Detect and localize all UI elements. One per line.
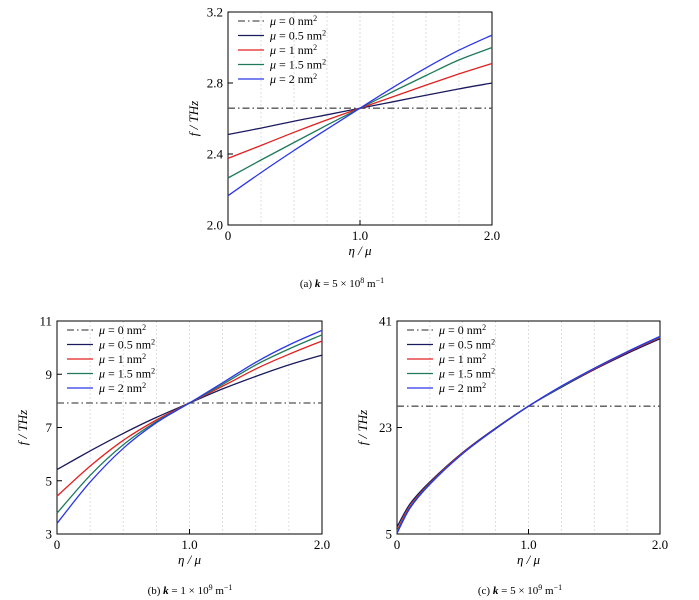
y-tick-label: 2.4 xyxy=(207,147,224,162)
x-axis-label: η / μ xyxy=(348,243,372,258)
series-line-4 xyxy=(396,335,661,534)
legend-entry: μ = 0 nm2 xyxy=(98,323,146,338)
panel-caption: (b) k = 1 × 109 m−1 xyxy=(148,583,233,598)
legend-entry: μ = 0.5 nm2 xyxy=(269,28,326,43)
legend-entry: μ = 1.5 nm2 xyxy=(98,366,155,381)
x-axis-label: η / μ xyxy=(517,552,541,567)
x-axis-label: η / μ xyxy=(178,552,202,567)
x-tick-label: 1.0 xyxy=(352,228,368,243)
series-line-4 xyxy=(227,34,493,197)
y-axis-label: f / THz xyxy=(186,101,201,136)
y-axis-label: f / THz xyxy=(355,410,370,445)
x-tick-label: 1.0 xyxy=(181,537,197,552)
x-tick-label: 0 xyxy=(225,228,232,243)
y-tick-label: 2.0 xyxy=(207,218,223,233)
legend-entry: μ = 1.5 nm2 xyxy=(269,57,326,72)
y-tick-label: 23 xyxy=(379,420,392,435)
legend-entry: μ = 1 nm2 xyxy=(98,352,146,367)
y-tick-label: 2.8 xyxy=(207,76,223,91)
chart-panel-a: 2.0 2.4 2.8 3.2 0 1.0 2.0 η / μ f / THz μ = 0 nm2… xyxy=(186,5,500,259)
x-tick-label: 2.0 xyxy=(314,537,330,552)
panel-caption: (a) k = 5 × 108 m−1 xyxy=(300,276,384,291)
x-tick-label: 2.0 xyxy=(484,228,500,243)
legend-entry: μ = 2 nm2 xyxy=(269,72,317,87)
x-tick-label: 2.0 xyxy=(652,537,668,552)
x-tick-label: 1.0 xyxy=(520,537,536,552)
x-tick-label: 0 xyxy=(54,537,61,552)
y-tick-label: 41 xyxy=(379,314,392,329)
legend-entry: μ = 1 nm2 xyxy=(269,43,317,58)
series-line-4 xyxy=(56,329,323,524)
legend-entry: μ = 0.5 nm2 xyxy=(438,337,495,352)
legend-entry: μ = 0 nm2 xyxy=(438,323,486,338)
legend-entry: μ = 0 nm2 xyxy=(269,14,317,29)
legend-entry: μ = 0.5 nm2 xyxy=(98,337,155,352)
y-tick-label: 11 xyxy=(39,314,52,329)
y-tick-label: 5 xyxy=(386,527,393,542)
y-tick-label: 7 xyxy=(46,420,53,435)
legend-entry: μ = 1 nm2 xyxy=(438,352,486,367)
y-axis-label: f / THz xyxy=(15,410,30,445)
legend-entry: μ = 1.5 nm2 xyxy=(438,366,495,381)
legend-entry: μ = 2 nm2 xyxy=(98,381,146,396)
y-tick-label: 9 xyxy=(46,367,53,382)
x-tick-label: 0 xyxy=(394,537,401,552)
y-tick-label: 5 xyxy=(46,473,53,488)
y-tick-label: 3 xyxy=(46,527,53,542)
legend-entry: μ = 2 nm2 xyxy=(438,381,486,396)
series-line-1 xyxy=(56,354,323,471)
y-tick-label: 3.2 xyxy=(207,5,223,20)
panel-caption: (c) k = 5 × 109 m−1 xyxy=(478,583,562,598)
